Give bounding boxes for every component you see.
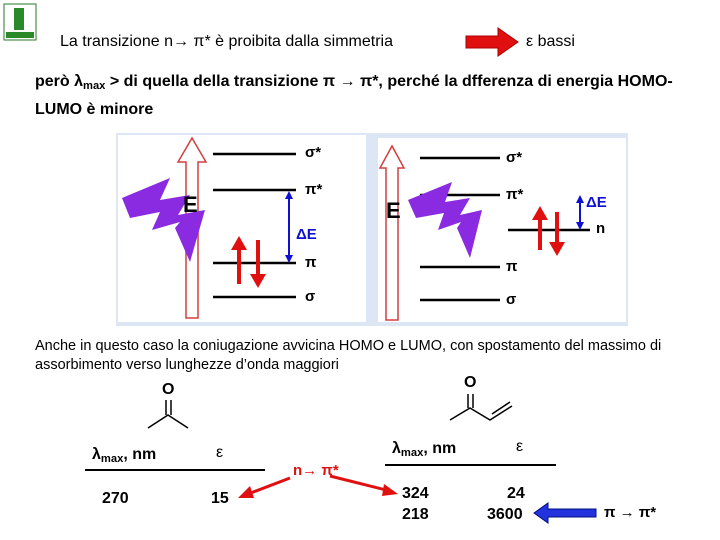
intro-prefix: però λ — [35, 73, 84, 90]
energy-label: E — [386, 198, 401, 223]
level-label: σ* — [506, 149, 523, 166]
level-label: σ — [506, 291, 517, 308]
header-text: La transizione n→ π* è proibita dalla si… — [60, 33, 393, 50]
gap-label: ΔE — [296, 226, 317, 243]
arrow-head — [549, 242, 565, 256]
implies-arrow — [465, 27, 519, 57]
col-header: ε — [516, 438, 524, 455]
atom-label: O — [162, 381, 175, 398]
atom-label: O — [464, 374, 477, 391]
pointer-arrow — [247, 476, 291, 496]
bond — [449, 405, 513, 421]
header-result: ε bassi — [526, 33, 575, 50]
energy-label: E — [183, 192, 198, 217]
epsilon-value: 15 — [211, 490, 229, 507]
logo-mark — [14, 8, 24, 30]
lambda-sub: max — [400, 447, 424, 459]
intro: però λmax > di quella della transizione … — [35, 70, 695, 121]
level-label: π* — [305, 181, 323, 198]
lambda-value: 270 — [102, 490, 129, 507]
level-label: π — [506, 258, 518, 275]
arrow-head — [532, 206, 548, 220]
level-label: π — [305, 254, 317, 271]
level-label: π* — [506, 186, 524, 203]
gap-label: ΔE — [586, 194, 607, 211]
lambda-value: 218 — [402, 506, 429, 523]
photon-bolt — [408, 182, 482, 258]
energy-arrow — [378, 144, 406, 321]
lambda-unit: , nm — [423, 440, 457, 457]
epsilon-value: 24 — [507, 485, 525, 502]
bond — [491, 401, 511, 415]
lambda-value: 324 — [402, 485, 429, 502]
pointer-arrow — [329, 474, 387, 492]
arrow-head — [250, 274, 266, 288]
transition-label: n→ π* — [293, 462, 339, 479]
intro-text: > di quella della transizione π → π*, pe… — [35, 73, 673, 118]
lambda-unit: , nm — [123, 446, 157, 463]
diagram-panel — [118, 135, 366, 322]
level-label: σ — [305, 288, 316, 305]
arrow-head — [285, 191, 293, 199]
logo-band — [6, 32, 34, 38]
level-label: n — [596, 220, 606, 237]
arrow-head — [285, 255, 293, 263]
arrow-head — [382, 484, 398, 496]
lambda-symbol: λ — [392, 440, 401, 457]
photon-bolt — [122, 178, 205, 262]
paragraph: Anche in questo caso la coniugazione avv… — [35, 338, 662, 373]
col-header: λmax, nm — [92, 446, 156, 465]
pointer-arrow — [533, 502, 597, 524]
col-header: ε — [216, 444, 224, 461]
level-label: σ* — [305, 144, 322, 161]
arrow-head — [576, 195, 584, 203]
lambda-sub: max — [100, 453, 124, 465]
arrow-head — [231, 236, 247, 250]
epsilon-value: 3600 — [487, 506, 523, 523]
arrow-head — [238, 486, 254, 498]
arrow-head — [576, 222, 584, 230]
lambda-symbol: λ — [92, 446, 101, 463]
transition-label: π → π* — [604, 504, 657, 521]
col-header: λmax, nm — [392, 440, 456, 459]
intro-subscript: max — [83, 80, 106, 92]
bond — [147, 414, 189, 429]
